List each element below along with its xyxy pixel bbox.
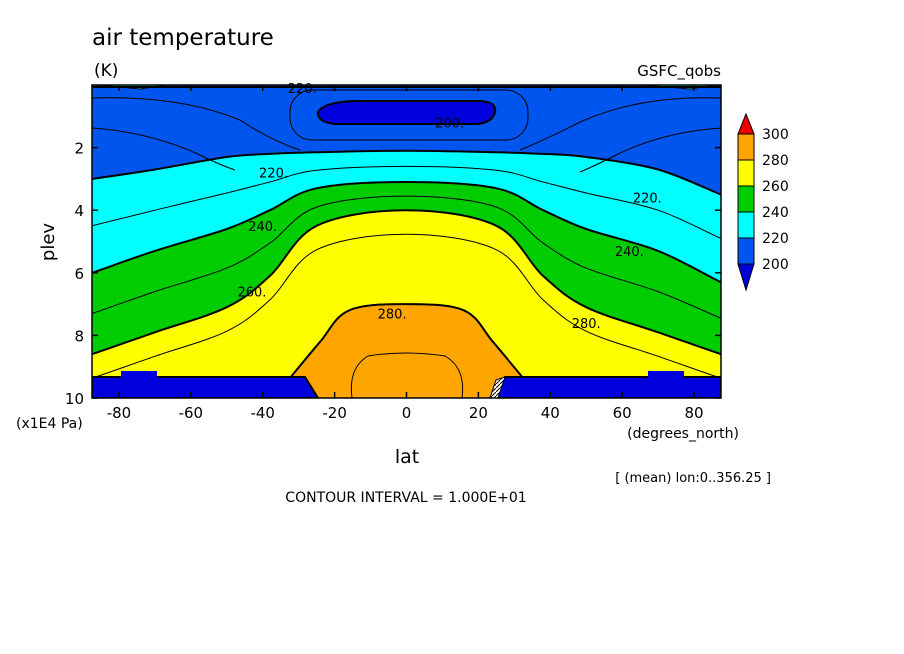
y-tick-label: 6 (74, 265, 84, 283)
contour-label: 280. (572, 317, 601, 332)
averaging-note: [ (mean) lon:0..356.25 ] (615, 471, 771, 486)
contour-labels: 220. 200. 220. 220. 240. 240. 260. 280. 280. (237, 82, 662, 332)
contour-270 (92, 233, 721, 379)
contour-260-line (92, 209, 721, 356)
contour-220-line (92, 149, 721, 196)
surface-mask-right (488, 376, 721, 398)
colorbar-tick-label: 260 (762, 179, 789, 195)
colorbar: 200 220 240 260 280 300 (737, 112, 789, 292)
svg-text:280.: 280. (572, 317, 601, 332)
chart-units: (K) (94, 61, 118, 81)
chart-title: air temperature (92, 25, 274, 51)
contour-label: 260. (237, 286, 266, 301)
mask-labels (121, 371, 684, 383)
x-axis: -80 -60 -40 -20 0 20 40 60 80 (107, 85, 704, 422)
svg-text:220.: 220. (288, 82, 317, 97)
y-tick-label: 4 (74, 202, 84, 220)
contour-210-left (92, 97, 301, 151)
y-axis: 2 4 6 8 10 (65, 140, 721, 408)
contour-label: 280. (378, 307, 407, 322)
colorbar-over (737, 112, 755, 135)
colorbar-band (737, 237, 755, 265)
x-axis-units: (degrees_north) (627, 426, 739, 442)
contour-label: 200. (435, 117, 464, 132)
colorbar-band (737, 211, 755, 239)
contour-label: 220. (633, 192, 662, 207)
y-tick-label: 2 (74, 140, 84, 158)
y-tick-label: 8 (74, 327, 84, 345)
svg-text:240.: 240. (615, 245, 644, 260)
x-tick-label: -80 (107, 404, 132, 422)
colorbar-band (737, 133, 755, 161)
svg-text:280.: 280. (378, 307, 407, 322)
contour-210-left-lower (92, 127, 236, 171)
x-tick-label: 60 (613, 404, 632, 422)
contour-210-loop (289, 89, 529, 141)
contour-210-right (519, 97, 721, 151)
contour-210-right-lower (579, 127, 721, 173)
colorbar-tick-label: 220 (762, 231, 789, 247)
colorbar-band (737, 159, 755, 187)
svg-text:200.: 200. (435, 117, 464, 132)
band-280-300 (290, 303, 523, 398)
y-axis-units: (x1E4 Pa) (16, 416, 83, 432)
y-axis-label: plev (38, 223, 59, 262)
y-tick-label: 10 (65, 390, 84, 408)
contour-290 (350, 352, 464, 398)
colorbar-tick-label: 280 (762, 153, 789, 169)
contour-label: 240. (248, 220, 277, 235)
x-axis-label: lat (395, 446, 419, 468)
svg-text:260.: 260. (237, 286, 266, 301)
x-tick-label: -60 (179, 404, 204, 422)
x-tick-label: 80 (684, 404, 703, 422)
svg-text:220.: 220. (633, 192, 662, 207)
colorbar-tick-label: 200 (762, 257, 789, 273)
contour-label: 220. (288, 82, 317, 97)
contour-230 (92, 165, 721, 239)
contour-240-line (92, 180, 721, 284)
x-tick-label: -20 (322, 404, 347, 422)
bold-contours (92, 86, 721, 356)
contour-label: 220. (259, 167, 288, 182)
band-below-200 (316, 100, 497, 125)
svg-text:220.: 220. (259, 167, 288, 182)
colorbar-band (737, 185, 755, 213)
contour-250 (92, 195, 721, 319)
contour-label: 240. (615, 245, 644, 260)
x-tick-label: -40 (250, 404, 275, 422)
contour-interval-note: CONTOUR INTERVAL = 1.000E+01 (285, 490, 526, 506)
colorbar-under (737, 263, 755, 292)
x-tick-label: 0 (402, 404, 412, 422)
colorbar-tick-label: 300 (762, 127, 789, 143)
x-tick-label: 20 (469, 404, 488, 422)
colorbar-tick-label: 240 (762, 205, 789, 221)
svg-text:240.: 240. (248, 220, 277, 235)
surface-hatch (489, 376, 506, 398)
plot-area (92, 85, 721, 398)
x-tick-label: 40 (541, 404, 560, 422)
dataset-label: GSFC_qobs (637, 62, 721, 81)
